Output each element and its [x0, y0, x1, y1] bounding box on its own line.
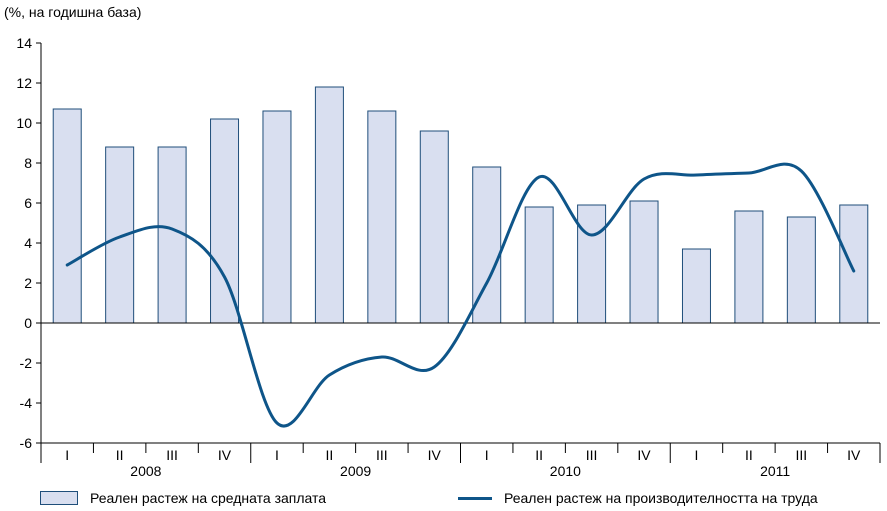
- legend-bar-swatch: [40, 491, 78, 505]
- x-year-label: 2010: [550, 463, 581, 479]
- bar: [524, 206, 554, 324]
- legend-label-wages: Реален растеж на средната заплата: [90, 490, 327, 506]
- bar: [52, 108, 82, 324]
- x-tick-label: III: [586, 447, 598, 463]
- y-tick-label: 2: [24, 275, 32, 291]
- bar: [839, 204, 869, 324]
- legend-label-productivity: Реален растеж на производителността на т…: [504, 490, 818, 506]
- series-line-productivity: [65, 162, 856, 428]
- y-tick-label: -2: [20, 355, 33, 371]
- x-tick-label: I: [695, 447, 699, 463]
- y-tick-label: 8: [24, 155, 32, 171]
- x-tick-label: II: [116, 447, 124, 463]
- x-tick-label: II: [326, 447, 334, 463]
- bar: [629, 200, 659, 324]
- y-tick-label: 12: [16, 75, 32, 91]
- x-tick-label: II: [745, 447, 753, 463]
- y-tick-label: 14: [16, 35, 32, 51]
- bar: [157, 146, 187, 324]
- bar: [577, 204, 607, 324]
- x-tick-label: IV: [637, 447, 651, 463]
- x-tick-label: I: [65, 447, 69, 463]
- x-tick-label: III: [796, 447, 808, 463]
- legend: Реален растеж на средната заплата Реален…: [0, 490, 887, 511]
- bar: [734, 210, 764, 324]
- x-tick-label: I: [485, 447, 489, 463]
- bar: [314, 86, 344, 324]
- x-tick-label: IV: [428, 447, 442, 463]
- y-tick-label: 10: [16, 115, 32, 131]
- legend-item-wages: Реален растеж на средната заплата: [40, 490, 326, 506]
- y-tick-label: 6: [24, 195, 32, 211]
- y-tick-label: 0: [24, 315, 32, 331]
- y-tick-label: 4: [24, 235, 32, 251]
- x-year-label: 2011: [760, 463, 790, 479]
- y-axis-unit-label: (%, на годишна база): [4, 4, 142, 20]
- x-tick-label: IV: [847, 447, 861, 463]
- bar: [786, 216, 816, 324]
- bar: [210, 118, 240, 324]
- bar: [419, 130, 449, 324]
- bar: [681, 248, 711, 324]
- bar: [262, 110, 292, 324]
- x-tick-label: III: [376, 447, 388, 463]
- x-tick-label: I: [275, 447, 279, 463]
- y-tick-label: -4: [20, 395, 33, 411]
- x-tick-label: IV: [218, 447, 232, 463]
- x-year-label: 2008: [130, 463, 161, 479]
- bar: [367, 110, 397, 324]
- x-tick-label: III: [166, 447, 178, 463]
- legend-line-swatch: [458, 496, 492, 500]
- y-tick-label: -6: [20, 435, 33, 451]
- x-year-label: 2009: [340, 463, 371, 479]
- legend-item-productivity: Реален растеж на производителността на т…: [458, 490, 818, 506]
- x-tick-label: II: [535, 447, 543, 463]
